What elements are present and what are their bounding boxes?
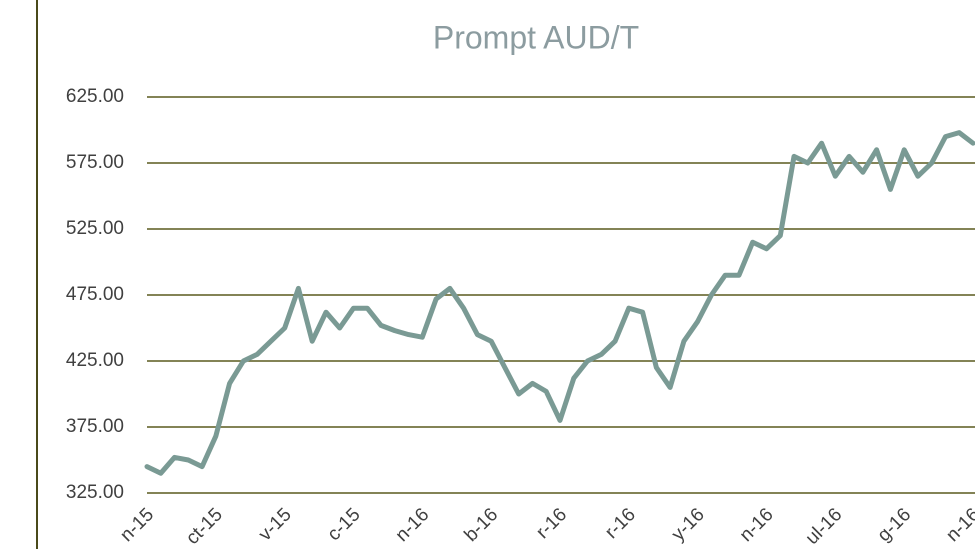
- y-tick-label: 525.00: [66, 218, 124, 239]
- y-tick-label: 575.00: [66, 152, 124, 173]
- y-tick-label: 625.00: [66, 86, 124, 107]
- data-line: [144, 130, 975, 476]
- y-tick-label: 425.00: [66, 350, 124, 371]
- chart-title: Prompt AUD/T: [433, 19, 639, 55]
- y-tick-label: 325.00: [66, 482, 124, 503]
- y-tick-label: 375.00: [66, 416, 124, 437]
- y-tick-label: 475.00: [66, 284, 124, 305]
